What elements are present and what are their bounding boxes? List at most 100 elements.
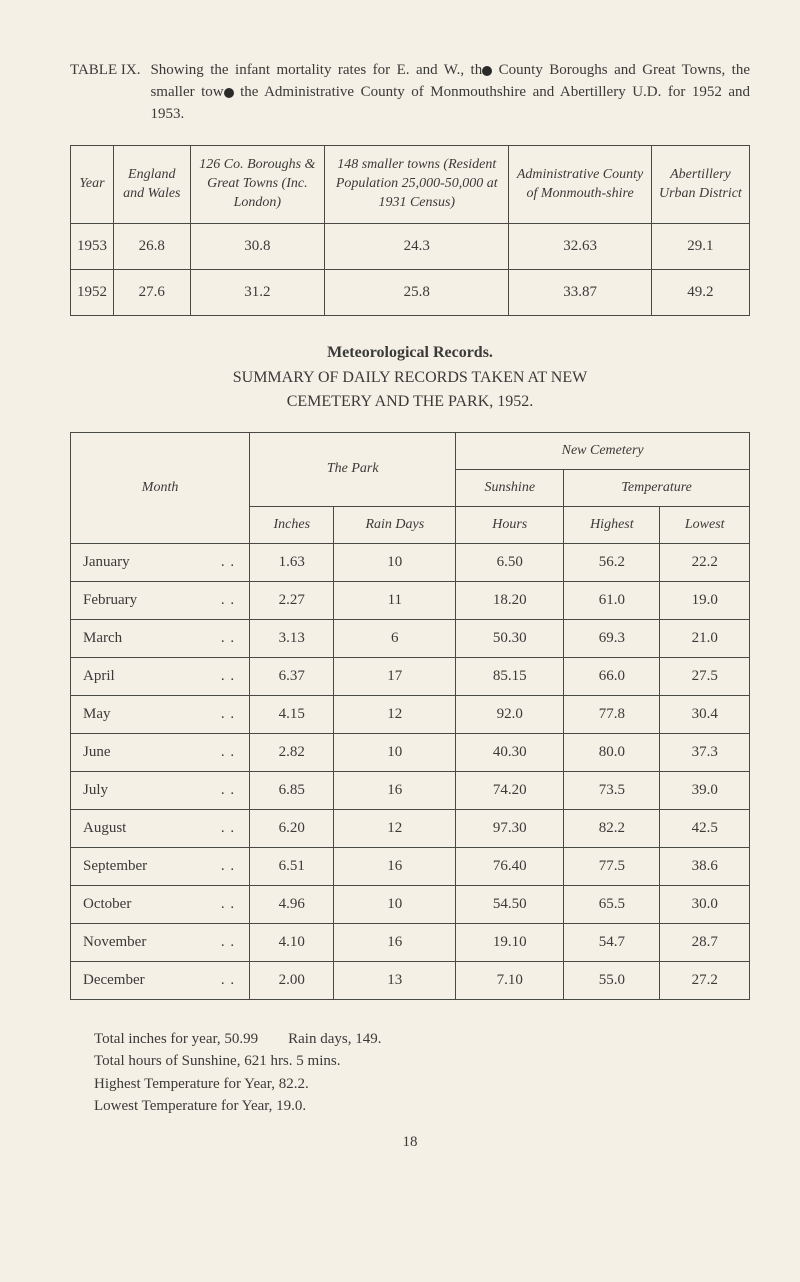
table-cell: 73.5 xyxy=(564,771,660,809)
table-cell: 16 xyxy=(334,847,456,885)
month-cell: October. . xyxy=(71,885,250,923)
col-inches: Inches xyxy=(250,506,334,543)
table-cell: 85.15 xyxy=(456,657,564,695)
col-hours: Hours xyxy=(456,506,564,543)
title-part1: Showing the infant mortality rates for E… xyxy=(150,62,482,78)
table-cell: 2.00 xyxy=(250,961,334,999)
table-cell: 82.2 xyxy=(564,809,660,847)
table-cell: 65.5 xyxy=(564,885,660,923)
col-england: England and Wales xyxy=(114,146,191,224)
month-cell: November. . xyxy=(71,923,250,961)
table-cell: 1953 xyxy=(71,223,114,269)
month-cell: June. . xyxy=(71,733,250,771)
table-cell: 61.0 xyxy=(564,581,660,619)
table-row: November. .4.101619.1054.728.7 xyxy=(71,923,750,961)
table-cell: 30.0 xyxy=(660,885,750,923)
month-cell: May. . xyxy=(71,695,250,733)
footer-line: Total inches for year, 50.99 Rain days, … xyxy=(94,1028,750,1051)
table-cell: 27.5 xyxy=(660,657,750,695)
table-row: June. .2.821040.3080.037.3 xyxy=(71,733,750,771)
table-row: August. .6.201297.3082.242.5 xyxy=(71,809,750,847)
table-cell: 25.8 xyxy=(325,269,509,315)
month-cell: April. . xyxy=(71,657,250,695)
table-cell: 6.85 xyxy=(250,771,334,809)
meteorological-table: Month The Park New Cemetery Sunshine Tem… xyxy=(70,432,750,1000)
table-cell: 17 xyxy=(334,657,456,695)
table-cell: 10 xyxy=(334,733,456,771)
col-abertillery: Abertillery Urban District xyxy=(651,146,749,224)
table-row: April. .6.371785.1566.027.5 xyxy=(71,657,750,695)
table-label: TABLE IX. xyxy=(70,60,140,82)
table-cell: 40.30 xyxy=(456,733,564,771)
table-cell: 28.7 xyxy=(660,923,750,961)
month-cell: September. . xyxy=(71,847,250,885)
table-cell: 6.50 xyxy=(456,543,564,581)
table-cell: 6.20 xyxy=(250,809,334,847)
table-cell: 1.63 xyxy=(250,543,334,581)
table-cell: 27.2 xyxy=(660,961,750,999)
sub-line2: CEMETERY AND THE PARK, 1952. xyxy=(287,393,534,410)
month-cell: March. . xyxy=(71,619,250,657)
table-row: 195227.631.225.833.8749.2 xyxy=(71,269,750,315)
month-cell: August. . xyxy=(71,809,250,847)
footer-line: Highest Temperature for Year, 82.2. xyxy=(94,1073,750,1096)
month-cell: February. . xyxy=(71,581,250,619)
table-cell: 6.51 xyxy=(250,847,334,885)
table-cell: 77.8 xyxy=(564,695,660,733)
table-cell: 12 xyxy=(334,809,456,847)
bullet-icon xyxy=(482,66,492,76)
table-cell: 37.3 xyxy=(660,733,750,771)
table-cell: 49.2 xyxy=(651,269,749,315)
table-cell: 80.0 xyxy=(564,733,660,771)
month-cell: January. . xyxy=(71,543,250,581)
table-cell: 30.8 xyxy=(190,223,325,269)
table-row: May. .4.151292.077.830.4 xyxy=(71,695,750,733)
table-cell: 4.15 xyxy=(250,695,334,733)
table-row: December. .2.00137.1055.027.2 xyxy=(71,961,750,999)
table-cell: 74.20 xyxy=(456,771,564,809)
table-cell: 54.50 xyxy=(456,885,564,923)
table-cell: 24.3 xyxy=(325,223,509,269)
table-cell: 13 xyxy=(334,961,456,999)
sub-line1: SUMMARY OF DAILY RECORDS TAKEN AT NEW xyxy=(233,369,587,386)
col-highest: Highest xyxy=(564,506,660,543)
col-cemetery: New Cemetery xyxy=(456,432,750,469)
table-cell: 38.6 xyxy=(660,847,750,885)
table-cell: 50.30 xyxy=(456,619,564,657)
table-row: March. .3.13650.3069.321.0 xyxy=(71,619,750,657)
table-row: 195326.830.824.332.6329.1 xyxy=(71,223,750,269)
section-heading: Meteorological Records. xyxy=(70,344,750,362)
table-cell: 76.40 xyxy=(456,847,564,885)
col-park: The Park xyxy=(250,432,456,506)
table-cell: 97.30 xyxy=(456,809,564,847)
table-cell: 18.20 xyxy=(456,581,564,619)
mortality-table: Year England and Wales 126 Co. Boroughs … xyxy=(70,145,750,316)
table-title-block: TABLE IX. Showing the infant mortality r… xyxy=(70,60,750,125)
table-cell: 26.8 xyxy=(114,223,191,269)
table-cell: 2.27 xyxy=(250,581,334,619)
table-cell: 32.63 xyxy=(509,223,651,269)
table-cell: 77.5 xyxy=(564,847,660,885)
table-row: September. .6.511676.4077.538.6 xyxy=(71,847,750,885)
table-cell: 11 xyxy=(334,581,456,619)
table-row: July. .6.851674.2073.539.0 xyxy=(71,771,750,809)
table-cell: 10 xyxy=(334,543,456,581)
table-cell: 4.10 xyxy=(250,923,334,961)
table-cell: 31.2 xyxy=(190,269,325,315)
footer-summary: Total inches for year, 50.99 Rain days, … xyxy=(70,1028,750,1118)
col-month: Month xyxy=(71,432,250,543)
col-rain: Rain Days xyxy=(334,506,456,543)
footer-line: Total hours of Sunshine, 621 hrs. 5 mins… xyxy=(94,1050,750,1073)
table-cell: 92.0 xyxy=(456,695,564,733)
table-cell: 16 xyxy=(334,923,456,961)
table-cell: 39.0 xyxy=(660,771,750,809)
title-text: Showing the infant mortality rates for E… xyxy=(150,60,750,125)
table-cell: 69.3 xyxy=(564,619,660,657)
table-cell: 29.1 xyxy=(651,223,749,269)
table-cell: 12 xyxy=(334,695,456,733)
section-subheading: SUMMARY OF DAILY RECORDS TAKEN AT NEW CE… xyxy=(70,366,750,414)
table-cell: 3.13 xyxy=(250,619,334,657)
table-cell: 33.87 xyxy=(509,269,651,315)
table-cell: 4.96 xyxy=(250,885,334,923)
table-cell: 19.10 xyxy=(456,923,564,961)
